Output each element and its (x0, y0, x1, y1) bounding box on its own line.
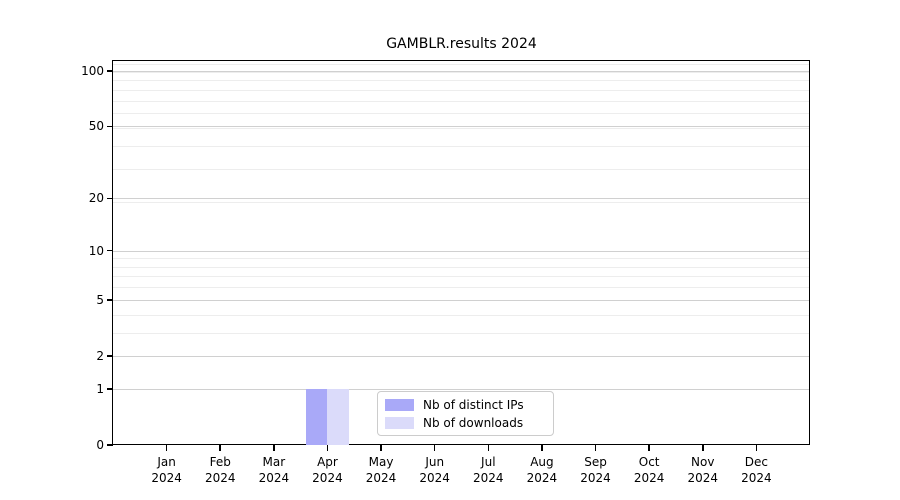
y-tick-label: 20 (88, 191, 104, 206)
x-tick-label: Jan 2024 (151, 455, 182, 485)
x-tick-mark (433, 445, 436, 451)
legend-swatch-distinct-ips (385, 398, 414, 411)
y-tick-label: 5 (96, 292, 104, 307)
minor-gridline (113, 113, 810, 115)
minor-gridline (113, 169, 810, 171)
major-gridline (113, 198, 810, 200)
x-tick-mark (702, 445, 704, 451)
minor-gridline (113, 287, 810, 289)
x-tick-mark (165, 445, 168, 451)
x-tick-label: Dec 2024 (741, 455, 772, 485)
major-gridline (113, 299, 810, 301)
x-tick-mark (326, 445, 329, 451)
x-tick-mark (487, 445, 490, 451)
x-tick-mark (380, 445, 382, 451)
x-tick-label: Nov 2024 (687, 455, 719, 485)
major-gridline (113, 126, 810, 128)
minor-gridline (113, 100, 810, 102)
x-tick-mark (648, 445, 650, 451)
legend-label-downloads: Nb of downloads (423, 415, 524, 430)
x-tick-label: Sep 2024 (580, 455, 611, 485)
minor-gridline (113, 266, 810, 268)
bar-nb-of-distinct-ips-apr (305, 388, 328, 445)
major-gridline (113, 355, 810, 357)
legend-item-distinct-ips: Nb of distinct IPs (385, 397, 545, 412)
y-tick-mark (107, 125, 113, 128)
y-tick-label: 10 (88, 243, 104, 258)
y-tick-label: 50 (88, 119, 104, 134)
y-tick-label: 0 (96, 438, 104, 452)
y-tick-label: 1 (96, 381, 104, 396)
minor-gridline (113, 276, 810, 278)
x-tick-label: Jun 2024 (419, 455, 450, 485)
minor-gridline (113, 314, 810, 316)
y-tick-label: 100 (81, 64, 104, 79)
minor-gridline (113, 80, 810, 82)
minor-gridline (113, 146, 810, 148)
x-tick-label: Feb 2024 (204, 455, 236, 485)
y-tick-mark (107, 299, 113, 301)
legend-item-downloads: Nb of downloads (385, 415, 545, 430)
major-gridline (113, 71, 810, 73)
x-tick-label: Oct 2024 (633, 455, 665, 485)
y-tick-mark (107, 355, 113, 357)
x-tick-label: May 2024 (365, 455, 397, 485)
y-tick-label: 2 (96, 348, 104, 363)
chart-title: GAMBLR.results 2024 (386, 36, 537, 52)
x-tick-mark (755, 445, 758, 451)
minor-gridline (113, 71, 810, 73)
y-tick-mark (107, 249, 113, 252)
x-tick-mark (594, 445, 597, 451)
y-tick-mark (107, 388, 113, 390)
legend-swatch-downloads (385, 416, 414, 429)
x-tick-label: Mar 2024 (258, 455, 290, 485)
plot-area (112, 60, 810, 445)
x-tick-mark (273, 445, 275, 451)
x-tick-label: Aug 2024 (526, 455, 558, 485)
y-tick-mark (107, 444, 113, 446)
major-gridline (113, 388, 810, 390)
minor-gridline (113, 89, 810, 91)
major-gridline (113, 250, 810, 252)
bar-nb-of-downloads-apr (327, 388, 349, 445)
x-tick-label: Apr 2024 (312, 455, 343, 485)
minor-gridline (113, 127, 810, 129)
legend: Nb of distinct IPs Nb of downloads (377, 391, 554, 436)
x-tick-mark (219, 445, 221, 451)
minor-gridline (113, 332, 810, 334)
minor-gridline (113, 64, 810, 66)
y-tick-mark (107, 197, 113, 200)
x-tick-mark (541, 445, 543, 451)
minor-gridline (113, 258, 810, 260)
y-tick-mark (107, 70, 113, 72)
x-tick-label: Jul 2024 (473, 455, 504, 485)
minor-gridline (113, 202, 810, 204)
legend-label-distinct-ips: Nb of distinct IPs (423, 397, 524, 412)
